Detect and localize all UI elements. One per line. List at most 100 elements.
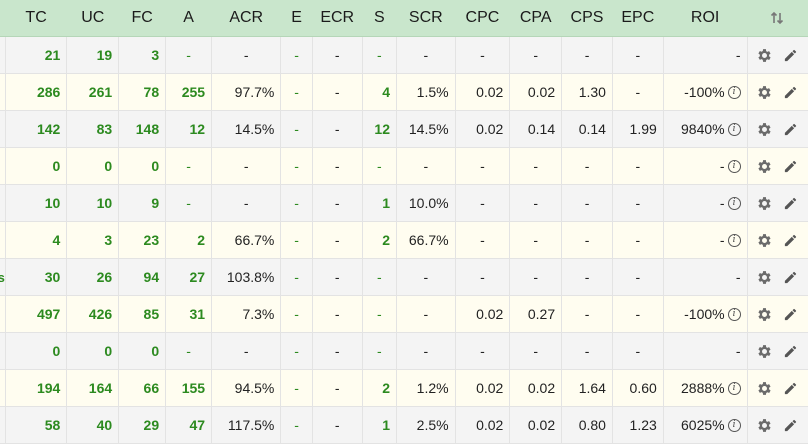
info-icon[interactable]: i: [727, 381, 741, 395]
header-ecr[interactable]: ECR: [313, 0, 363, 36]
roi-cell: - i: [664, 185, 748, 221]
row-actions: [748, 37, 808, 73]
fc-cell: 66: [119, 370, 167, 406]
tc-cell: 21: [6, 37, 68, 73]
uc-cell: 3: [67, 222, 120, 258]
table-header: TC UC FC A ACR E ECR S SCR CPC CPA CPS E…: [0, 0, 808, 37]
gear-icon[interactable]: [756, 46, 774, 64]
tc-cell: 497: [6, 296, 68, 332]
epc-cell: -: [613, 185, 664, 221]
header-roi[interactable]: ROI: [664, 0, 748, 36]
header-cpa[interactable]: CPA: [510, 0, 563, 36]
header-fc[interactable]: FC: [119, 0, 167, 36]
info-icon[interactable]: i: [727, 159, 741, 173]
tc-cell: 30: [6, 259, 68, 295]
roi-cell: 6025% i: [664, 407, 748, 443]
header-a[interactable]: A: [166, 0, 213, 36]
a-cell: -: [166, 333, 213, 369]
header-actions[interactable]: [748, 0, 808, 36]
pencil-icon[interactable]: [782, 231, 800, 249]
a-cell: 27: [166, 259, 213, 295]
pencil-icon[interactable]: [782, 268, 800, 286]
header-cpc[interactable]: CPC: [456, 0, 511, 36]
row-actions: [748, 74, 808, 110]
s-cell: 2: [363, 222, 397, 258]
gear-icon[interactable]: [756, 231, 774, 249]
gear-icon[interactable]: [756, 416, 774, 434]
header-uc[interactable]: UC: [67, 0, 120, 36]
row-lead-cell: [0, 74, 6, 110]
e-cell: -: [281, 148, 313, 184]
cpc-cell: -: [456, 222, 511, 258]
row-lead-cell: [0, 370, 6, 406]
gear-icon[interactable]: [756, 157, 774, 175]
pencil-icon[interactable]: [782, 194, 800, 212]
cpc-cell: -: [456, 259, 511, 295]
gear-icon[interactable]: [756, 194, 774, 212]
uc-cell: 426: [67, 296, 120, 332]
info-icon[interactable]: i: [727, 122, 741, 136]
roi-cell: -100% i: [664, 296, 748, 332]
fc-cell: 85: [119, 296, 167, 332]
header-tc[interactable]: TC: [6, 0, 68, 36]
info-icon[interactable]: i: [727, 85, 741, 99]
epc-cell: -: [613, 37, 664, 73]
header-scr[interactable]: SCR: [397, 0, 456, 36]
roi-value: 9840%: [681, 121, 725, 137]
pencil-icon[interactable]: [782, 46, 800, 64]
pencil-icon[interactable]: [782, 305, 800, 323]
header-cps[interactable]: CPS: [562, 0, 613, 36]
info-icon[interactable]: i: [727, 418, 741, 432]
gear-icon[interactable]: [756, 342, 774, 360]
ecr-cell: -: [313, 222, 363, 258]
ecr-cell: -: [313, 185, 363, 221]
scr-cell: 1.2%: [397, 370, 456, 406]
header-acr[interactable]: ACR: [212, 0, 282, 36]
gear-icon[interactable]: [756, 379, 774, 397]
a-cell: 155: [166, 370, 213, 406]
header-e[interactable]: E: [281, 0, 313, 36]
sort-arrows-icon[interactable]: [768, 9, 786, 27]
epc-cell: 1.23: [613, 407, 664, 443]
roi-value: 6025%: [681, 417, 725, 433]
pencil-icon[interactable]: [782, 83, 800, 101]
pencil-icon[interactable]: [782, 120, 800, 138]
info-icon[interactable]: i: [727, 196, 741, 210]
uc-cell: 26: [67, 259, 120, 295]
gear-icon[interactable]: [756, 268, 774, 286]
header-s[interactable]: S: [363, 0, 397, 36]
pencil-icon[interactable]: [782, 342, 800, 360]
cpa-cell: 0.02: [510, 407, 563, 443]
gear-icon[interactable]: [756, 120, 774, 138]
row-lead-cell: [0, 185, 6, 221]
info-icon[interactable]: i: [727, 233, 741, 247]
tc-cell: 286: [6, 74, 68, 110]
table-row: 0 0 0 - - - - - - - - - - - i: [0, 148, 808, 185]
table-row: 4 3 23 2 66.7% - - 2 66.7% - - - - - i: [0, 222, 808, 259]
gear-icon[interactable]: [756, 83, 774, 101]
s-cell: 1: [363, 185, 397, 221]
acr-cell: -: [212, 185, 282, 221]
header-epc[interactable]: EPC: [613, 0, 664, 36]
pencil-icon[interactable]: [782, 416, 800, 434]
pencil-icon[interactable]: [782, 157, 800, 175]
table-row: 10 10 9 - - - - 1 10.0% - - - - - i: [0, 185, 808, 222]
ecr-cell: -: [313, 333, 363, 369]
gear-icon[interactable]: [756, 305, 774, 323]
roi-cell: - i: [664, 148, 748, 184]
epc-cell: -: [613, 74, 664, 110]
header-lead: [0, 0, 6, 36]
tc-cell: 58: [6, 407, 68, 443]
uc-cell: 40: [67, 407, 120, 443]
cpc-cell: -: [456, 333, 511, 369]
fc-cell: 3: [119, 37, 167, 73]
row-actions: [748, 185, 808, 221]
pencil-icon[interactable]: [782, 379, 800, 397]
info-icon[interactable]: i: [727, 307, 741, 321]
cpc-cell: -: [456, 37, 511, 73]
uc-cell: 19: [67, 37, 120, 73]
row-lead-cell: [0, 111, 6, 147]
a-cell: -: [166, 37, 213, 73]
tc-cell: 4: [6, 222, 68, 258]
